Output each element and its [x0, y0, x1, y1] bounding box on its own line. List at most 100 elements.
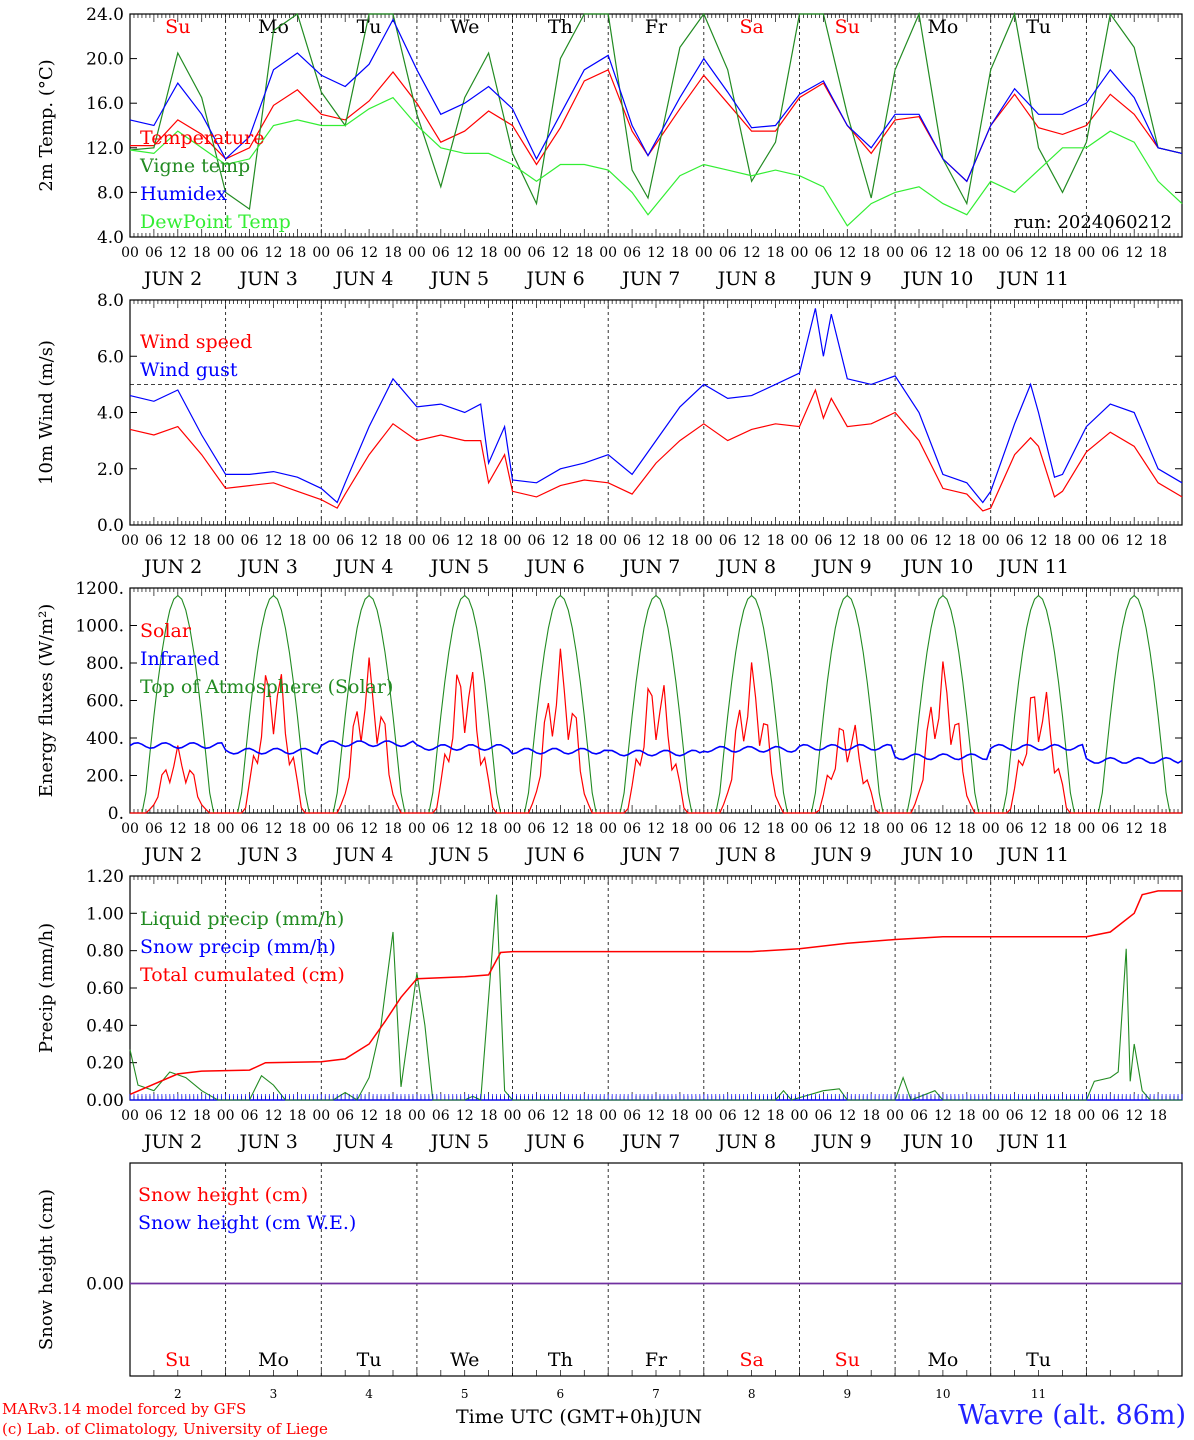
hour-label: 12 — [838, 821, 856, 837]
series-vigne-temp — [129, 11, 1183, 211]
hour-label: 18 — [671, 821, 689, 837]
date-label: JUN 4 — [333, 844, 393, 866]
hour-label: 00 — [695, 245, 713, 261]
hour-label: 00 — [408, 245, 426, 261]
date-label: JUN 2 — [142, 268, 202, 290]
hour-label: 00 — [886, 1108, 904, 1124]
hour-label: 12 — [360, 1108, 378, 1124]
hour-label: 18 — [958, 245, 976, 261]
hour-label: 18 — [288, 533, 306, 549]
plot-frame — [129, 13, 1183, 238]
hour-label: 00 — [408, 533, 426, 549]
legend-entry: Snow precip (mm/h) — [140, 936, 336, 958]
hour-label: 18 — [193, 1108, 211, 1124]
hour-label: 00 — [121, 245, 139, 261]
hour-label: 06 — [241, 533, 259, 549]
y-axis-title: Energy fluxes (W/m²) — [36, 604, 57, 798]
hour-label: 18 — [862, 245, 880, 261]
day-abbr-top: Sa — [739, 16, 763, 38]
hour-label: 12 — [1125, 533, 1143, 549]
y-axis-title: 10m Wind (m/s) — [36, 340, 57, 485]
y-tick-label: 800. — [86, 654, 124, 674]
hour-label: 18 — [193, 821, 211, 837]
day-abbr-bottom: Tu — [357, 1349, 382, 1371]
hour-label: 00 — [791, 821, 809, 837]
y-tick-label: 1200. — [75, 579, 124, 599]
hour-label: 00 — [121, 821, 139, 837]
hour-label: 12 — [1125, 821, 1143, 837]
hour-label: 18 — [193, 245, 211, 261]
month-label: JUN — [661, 1406, 702, 1428]
hour-label: 00 — [791, 1108, 809, 1124]
date-label: JUN 11 — [997, 1131, 1069, 1153]
hour-label: 12 — [456, 245, 474, 261]
hour-label: 06 — [814, 1108, 832, 1124]
legend-entry: DewPoint Temp — [140, 211, 291, 233]
date-label: JUN 3 — [237, 1131, 297, 1153]
date-label: JUN 10 — [901, 268, 973, 290]
hour-label: 12 — [838, 245, 856, 261]
hour-label: 06 — [336, 245, 354, 261]
hour-label: 18 — [1149, 533, 1167, 549]
day-abbr-top: Fr — [645, 16, 668, 38]
hour-label: 00 — [982, 245, 1000, 261]
date-label: JUN 9 — [811, 556, 871, 578]
hour-label: 06 — [145, 821, 163, 837]
hour-label: 18 — [1054, 1108, 1072, 1124]
hour-label: 06 — [528, 245, 546, 261]
y-tick-label: 4.0 — [97, 228, 124, 248]
hour-label: 12 — [456, 533, 474, 549]
hour-label: 12 — [647, 533, 665, 549]
hour-label: 18 — [480, 245, 498, 261]
y-tick-label: 0.00 — [86, 1275, 124, 1295]
hour-label: 06 — [1101, 1108, 1119, 1124]
hour-label: 18 — [1149, 821, 1167, 837]
y-tick-label: 1.00 — [86, 904, 124, 924]
series-temperature — [130, 68, 1183, 183]
hour-label: 12 — [551, 1108, 569, 1124]
y-tick-label: 2.0 — [97, 460, 124, 480]
y-axis-title: Snow height (cm) — [36, 1189, 57, 1350]
hour-label: 06 — [719, 821, 737, 837]
legend-entry: Wind speed — [140, 331, 252, 353]
legend-entry: Total cumulated (cm) — [140, 964, 345, 986]
hour-label: 00 — [1077, 245, 1095, 261]
hour-label: 12 — [743, 821, 761, 837]
day-abbr-bottom: Su — [165, 1349, 190, 1371]
hour-label: 00 — [599, 533, 617, 549]
hour-label: 06 — [910, 533, 928, 549]
y-axis-title: 2m Temp. (°C) — [36, 59, 57, 191]
hour-label: 12 — [934, 821, 952, 837]
day-number: 4 — [365, 1387, 373, 1401]
y-tick-label: 8.0 — [97, 183, 124, 203]
y-tick-label: 0.20 — [86, 1054, 124, 1074]
run-label: run: 2024060212 — [1014, 212, 1172, 233]
date-label: JUN 11 — [997, 844, 1069, 866]
date-label: JUN 8 — [716, 1131, 776, 1153]
y-tick-label: 6.0 — [97, 347, 124, 367]
hour-label: 12 — [647, 245, 665, 261]
hour-label: 18 — [767, 1108, 785, 1124]
date-label: JUN 7 — [620, 268, 680, 290]
hour-label: 18 — [1054, 245, 1072, 261]
hour-label: 00 — [217, 533, 235, 549]
y-tick-label: 0.40 — [86, 1016, 124, 1036]
hour-label: 06 — [1006, 245, 1024, 261]
hour-label: 06 — [528, 821, 546, 837]
hour-label: 06 — [528, 1108, 546, 1124]
y-tick-label: 0.80 — [86, 942, 124, 962]
panel-2: 0.0 2.0 4.0 6.0 8.0 10m Wind (m/s) 00 06 12 18 00 0… — [36, 291, 1183, 578]
y-tick-label: 1000. — [75, 617, 124, 637]
time-axis-text: Time UTC (GMT+0h) — [456, 1406, 662, 1428]
hour-label: 06 — [910, 821, 928, 837]
hour-label: 06 — [1101, 533, 1119, 549]
hour-label: 18 — [288, 245, 306, 261]
hour-label: 06 — [814, 821, 832, 837]
hour-label: 00 — [121, 1108, 139, 1124]
hour-label: 00 — [312, 245, 330, 261]
hour-label: 12 — [934, 245, 952, 261]
hour-label: 18 — [1149, 245, 1167, 261]
hour-label: 06 — [336, 821, 354, 837]
date-label: JUN 3 — [237, 268, 297, 290]
hour-label: 18 — [575, 533, 593, 549]
